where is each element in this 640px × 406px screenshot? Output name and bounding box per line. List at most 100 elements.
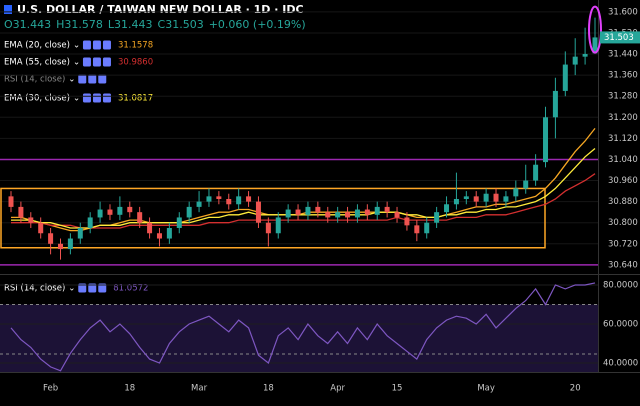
quote-item: C31.503 (158, 18, 204, 31)
y-tick-label: 31.040 (608, 155, 638, 165)
candle-body (394, 212, 400, 218)
legend-button[interactable] (82, 57, 91, 67)
candle-body (325, 212, 331, 218)
candle-body (285, 209, 291, 218)
candle-body (354, 209, 360, 218)
candle-body (67, 238, 73, 250)
legend-button[interactable] (78, 74, 87, 84)
legend-arrow: ⌄ (73, 41, 80, 51)
y-tick-label: 60.0000 (603, 320, 638, 330)
candle-body (473, 196, 479, 202)
x-tick-label: 15 (392, 384, 403, 394)
candle-body (226, 198, 232, 205)
y-tick-label: 30.960 (608, 176, 638, 186)
candle-body (246, 196, 252, 202)
candle-body (166, 227, 172, 239)
legend-button[interactable] (82, 93, 91, 103)
candle-body (483, 193, 489, 202)
y-tick-label: 30.800 (608, 218, 638, 228)
candle-body (404, 217, 410, 226)
candle-body (493, 193, 499, 202)
line (11, 173, 596, 229)
chart-title: U.S. DOLLAR / TAIWAN NEW DOLLAR · 1D · I… (17, 3, 304, 16)
legend-button[interactable] (102, 93, 111, 103)
candle-body (463, 196, 469, 199)
candle-body (444, 204, 450, 213)
candle-body (414, 225, 420, 234)
legend-value: 81.0572 (113, 284, 148, 294)
y-tick-label: 80.0000 (603, 280, 638, 290)
last-price-label: 31.503 (604, 33, 634, 43)
candle-body (147, 222, 153, 234)
candle-body (374, 206, 380, 215)
candle-body (18, 206, 24, 218)
legend-button[interactable] (88, 74, 97, 84)
candle-body (265, 222, 271, 234)
legend-button[interactable] (92, 93, 101, 103)
highlight-ellipse (588, 5, 602, 54)
candle-body (384, 206, 390, 213)
legend-arrow: ⌄ (73, 94, 80, 104)
range-box (0, 187, 546, 249)
candle-body (77, 227, 83, 239)
candle-body (513, 188, 519, 197)
legend-button[interactable] (78, 283, 87, 293)
candle-body (453, 198, 459, 205)
legend-label: EMA (30, close) (4, 94, 70, 104)
legend-button[interactable] (98, 283, 107, 293)
candle-body (216, 196, 222, 199)
x-tick-label: May (477, 384, 495, 394)
candle-body (523, 180, 529, 189)
x-tick-label: Mar (191, 384, 208, 394)
symbol-flag (4, 5, 12, 14)
y-tick-label: 31.600 (608, 7, 638, 17)
candle-body (305, 206, 311, 215)
legend-button[interactable] (82, 40, 91, 50)
y-tick-label: 40.0000 (603, 359, 638, 369)
legend-button[interactable] (102, 40, 111, 50)
legend-value: 31.0817 (118, 94, 153, 104)
candle-body (97, 209, 103, 218)
candle-body (48, 233, 54, 244)
legend-label: RSI (14, close) (4, 75, 65, 85)
x-tick-label: 18 (263, 384, 274, 394)
candle-body (503, 196, 509, 202)
candle-body (206, 196, 212, 202)
legend-label: EMA (20, close) (4, 41, 70, 51)
candle-body (424, 222, 430, 234)
candle-body (592, 37, 598, 54)
legend-button[interactable] (102, 57, 111, 67)
legend-value: 31.1578 (118, 41, 153, 51)
candle-body (552, 90, 558, 118)
x-tick-label: Feb (43, 384, 58, 394)
x-tick-label: Apr (330, 384, 345, 394)
legend-arrow: ⌄ (68, 284, 75, 294)
legend-button[interactable] (92, 57, 101, 67)
legend-arrow: ⌄ (73, 58, 80, 68)
quote: O31.443 H31.578 L31.443 C31.503 +0.060 (+0.1… (4, 18, 306, 31)
candle-body (533, 164, 539, 181)
quote-item: L31.443 (108, 18, 153, 31)
legend-button[interactable] (98, 74, 107, 84)
legend-arrow: ⌄ (68, 75, 75, 85)
legend-value: 30.9860 (118, 58, 153, 68)
candle-body (107, 209, 113, 215)
candle-body (434, 212, 440, 223)
candle-body (28, 217, 34, 223)
candle-body (345, 212, 351, 218)
y-tick-label: 31.200 (608, 113, 638, 123)
candle-body (315, 206, 321, 213)
legend-button[interactable] (92, 40, 101, 50)
candle-body (137, 212, 143, 223)
legend-label: EMA (55, close) (4, 58, 70, 68)
candle-body (186, 206, 192, 218)
candle-body (543, 117, 549, 163)
line (10, 282, 596, 372)
legend-button[interactable] (88, 283, 97, 293)
y-tick-label: 31.280 (608, 92, 638, 102)
candle-body (275, 217, 281, 234)
candle-body (196, 201, 202, 207)
candle-body (335, 212, 341, 218)
